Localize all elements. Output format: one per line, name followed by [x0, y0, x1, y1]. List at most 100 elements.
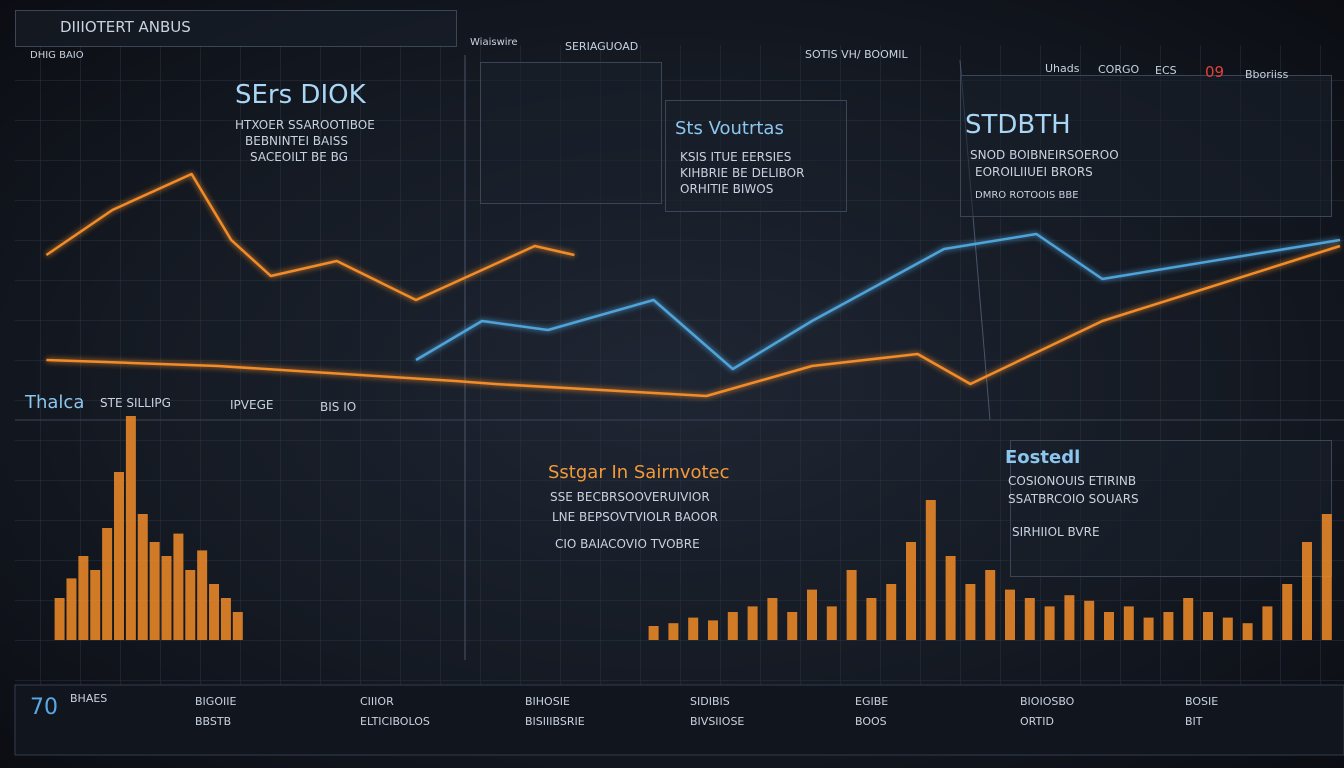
bar	[1005, 589, 1015, 640]
bar	[1302, 542, 1312, 640]
axis-label: Thalca	[25, 392, 85, 413]
bar	[727, 612, 738, 640]
bar	[185, 570, 196, 640]
tab[interactable]: Wiaiswire	[470, 37, 518, 48]
line	[46, 244, 1341, 398]
footer-text: ORTID	[1020, 715, 1054, 728]
bar	[66, 578, 77, 640]
bar	[826, 606, 837, 640]
panel-text: SACEOILT BE BG	[250, 150, 348, 164]
footer-text: BISIIIBSRIE	[525, 715, 585, 728]
bar	[1084, 600, 1095, 640]
panel-title: SErs DIOK	[235, 80, 366, 110]
bar	[747, 606, 758, 640]
bar	[78, 556, 89, 640]
bar	[1321, 514, 1332, 640]
bar	[866, 598, 877, 640]
panel-text: SNOD BOIBNEIRSOEROO	[970, 148, 1119, 162]
footer-title: SIDIBIS	[690, 695, 730, 708]
bar	[688, 617, 699, 640]
subtitle: DHIG BAIO	[30, 50, 84, 61]
footer-title: BIHOSIE	[525, 695, 570, 708]
bar	[232, 612, 243, 640]
bar	[90, 570, 101, 640]
line	[415, 232, 1341, 371]
footer-text: ELTICIBOLOS	[360, 715, 430, 728]
panel-title: Eostedl	[1005, 447, 1081, 468]
bar	[149, 542, 160, 640]
tab[interactable]: Uhads	[1045, 62, 1080, 75]
footer-text: BIT	[1185, 715, 1203, 728]
bar	[1044, 606, 1055, 640]
panel-text: SIRHIIOL BVRE	[1012, 525, 1100, 539]
info-panel	[1010, 440, 1332, 577]
bar	[906, 542, 916, 640]
panel-text: KIHBRIE BE DELIBOR	[680, 166, 805, 180]
bar	[1024, 598, 1035, 640]
bar	[1183, 598, 1194, 640]
tab[interactable]: CORGO	[1098, 63, 1140, 76]
bar	[668, 623, 679, 640]
bar	[886, 584, 897, 640]
bar	[787, 612, 798, 640]
bar	[1282, 584, 1293, 640]
axis-label: STE SILLIPG	[100, 396, 171, 410]
bar	[1242, 623, 1253, 640]
footer-text: BOOS	[855, 715, 887, 728]
bar	[925, 500, 936, 640]
bar	[1222, 617, 1233, 640]
bar	[125, 416, 136, 640]
info-panel	[960, 75, 1332, 217]
tab[interactable]: SOTIS VH/ BOOMIL	[805, 48, 908, 61]
axis-label: BIS IO	[320, 400, 357, 414]
footer-title: EGIBE	[855, 695, 889, 708]
panel-text: HTXOER SSAROOTIBOE	[235, 118, 375, 132]
panel-title: Sts Voutrtas	[675, 118, 784, 139]
bar	[767, 598, 778, 640]
panel-title: Sstgar In Sairnvotec	[548, 462, 730, 483]
footer-title: 70	[30, 695, 58, 720]
footer-text: BHAES	[70, 692, 108, 705]
tab[interactable]: ECS	[1155, 64, 1177, 77]
bar	[173, 533, 184, 640]
bar	[1123, 606, 1134, 640]
bar	[1203, 612, 1213, 640]
bar	[1163, 612, 1174, 640]
footer-title: CIIIOR	[360, 695, 394, 708]
gauge-panel	[480, 62, 662, 204]
footer-text: BBSTB	[195, 715, 232, 728]
bar	[114, 472, 124, 640]
bar	[1143, 617, 1154, 640]
bar	[209, 584, 220, 640]
bar	[846, 570, 857, 640]
bar	[137, 514, 148, 640]
bar	[1064, 595, 1075, 640]
line	[45, 172, 575, 302]
bar	[708, 620, 718, 640]
tab[interactable]: SERIAGUOAD	[565, 40, 639, 53]
panel-text: COSIONOUIS ETIRINB	[1008, 474, 1137, 488]
panel-text: EOROILIIUEI BRORS	[975, 165, 1093, 179]
bar	[1262, 606, 1273, 640]
badge: 09	[1205, 63, 1225, 81]
bar	[807, 589, 817, 640]
panel-text: CIO BAIACOVIO TVOBRE	[555, 537, 700, 551]
bar	[102, 528, 113, 640]
info-panel	[665, 100, 847, 212]
panel-text: KSIS ITUE EERSIES	[680, 150, 792, 164]
panel-text: ORHITIE BIWOS	[680, 182, 774, 196]
title: DIIIOTERT ANBUS	[60, 18, 191, 36]
footer-title: BIOIOSBO	[1020, 695, 1075, 708]
footer-text: BIVSIIOSE	[690, 715, 745, 728]
panel-text: SSATBRCOIO SOUARS	[1008, 492, 1139, 506]
panel-title: STDBTH	[965, 110, 1071, 140]
bar	[965, 584, 976, 640]
footer-title: BIGOIIE	[195, 695, 237, 708]
bar	[220, 598, 231, 640]
header-bar	[15, 10, 457, 47]
panel-text: DMRO ROTOOIS BBE	[975, 190, 1079, 201]
tab[interactable]: Bboriiss	[1245, 68, 1289, 81]
panel-text: LNE BEPSOVTVIOLR BAOOR	[552, 510, 718, 524]
